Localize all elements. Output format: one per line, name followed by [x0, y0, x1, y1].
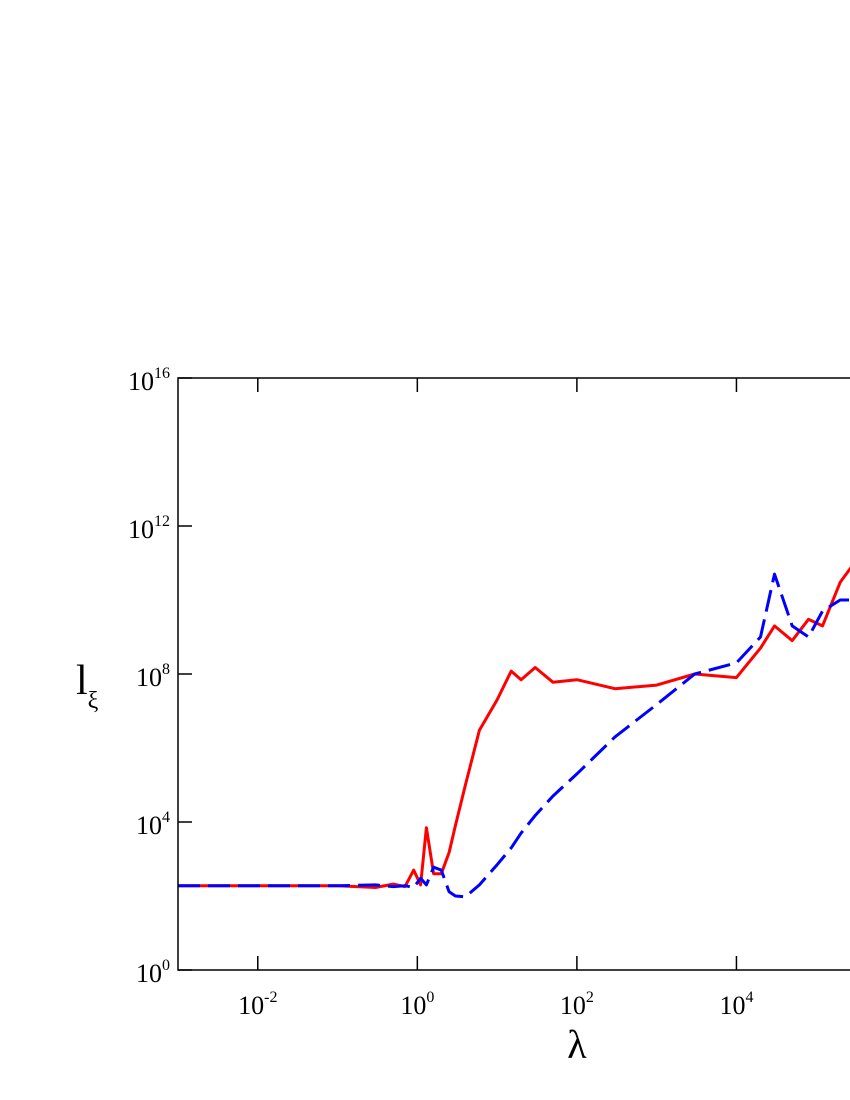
- x-axis-label: λ: [567, 1022, 587, 1067]
- y-tick-label-base: 10: [128, 515, 154, 544]
- x-tick-label-base: 10: [560, 991, 586, 1020]
- y-tick-label: 108: [136, 661, 170, 692]
- series-line: [178, 566, 850, 889]
- y-tick-label-exp: 4: [162, 809, 170, 826]
- y-axis-label-sub: ξ: [88, 688, 99, 714]
- x-tick-label: 100: [400, 989, 434, 1020]
- x-tick-label: 10-2: [238, 989, 277, 1020]
- y-tick-label: 100: [136, 957, 170, 988]
- series-line: [178, 572, 850, 899]
- y-tick-label-base: 10: [136, 959, 162, 988]
- x-tick-label-base: 10: [238, 991, 264, 1020]
- x-tick-label: 104: [719, 989, 753, 1020]
- x-tick-label-exp: 4: [745, 989, 753, 1006]
- y-tick-label-base: 10: [136, 663, 162, 692]
- y-tick-label-exp: 8: [162, 661, 170, 678]
- x-tick-label-base: 10: [719, 991, 745, 1020]
- x-tick-label-base: 10: [400, 991, 426, 1020]
- y-tick-label-exp: 0: [162, 957, 170, 974]
- x-tick-label-exp: 2: [586, 989, 594, 1006]
- plot-area: [178, 566, 850, 899]
- x-tick-label-exp: 0: [426, 989, 434, 1006]
- y-tick-label-exp: 12: [154, 513, 170, 530]
- y-axis-label-main: l: [76, 658, 88, 704]
- y-tick-label-base: 10: [128, 367, 154, 396]
- y-axis-label: lξ: [76, 658, 99, 714]
- y-tick-label: 1012: [128, 513, 170, 544]
- y-tick-label-exp: 16: [154, 365, 170, 382]
- y-tick-label: 1016: [128, 365, 170, 396]
- x-tick-label: 102: [560, 989, 594, 1020]
- y-tick-label: 104: [136, 809, 170, 840]
- y-tick-label-base: 10: [136, 811, 162, 840]
- x-tick-label-exp: -2: [264, 989, 277, 1006]
